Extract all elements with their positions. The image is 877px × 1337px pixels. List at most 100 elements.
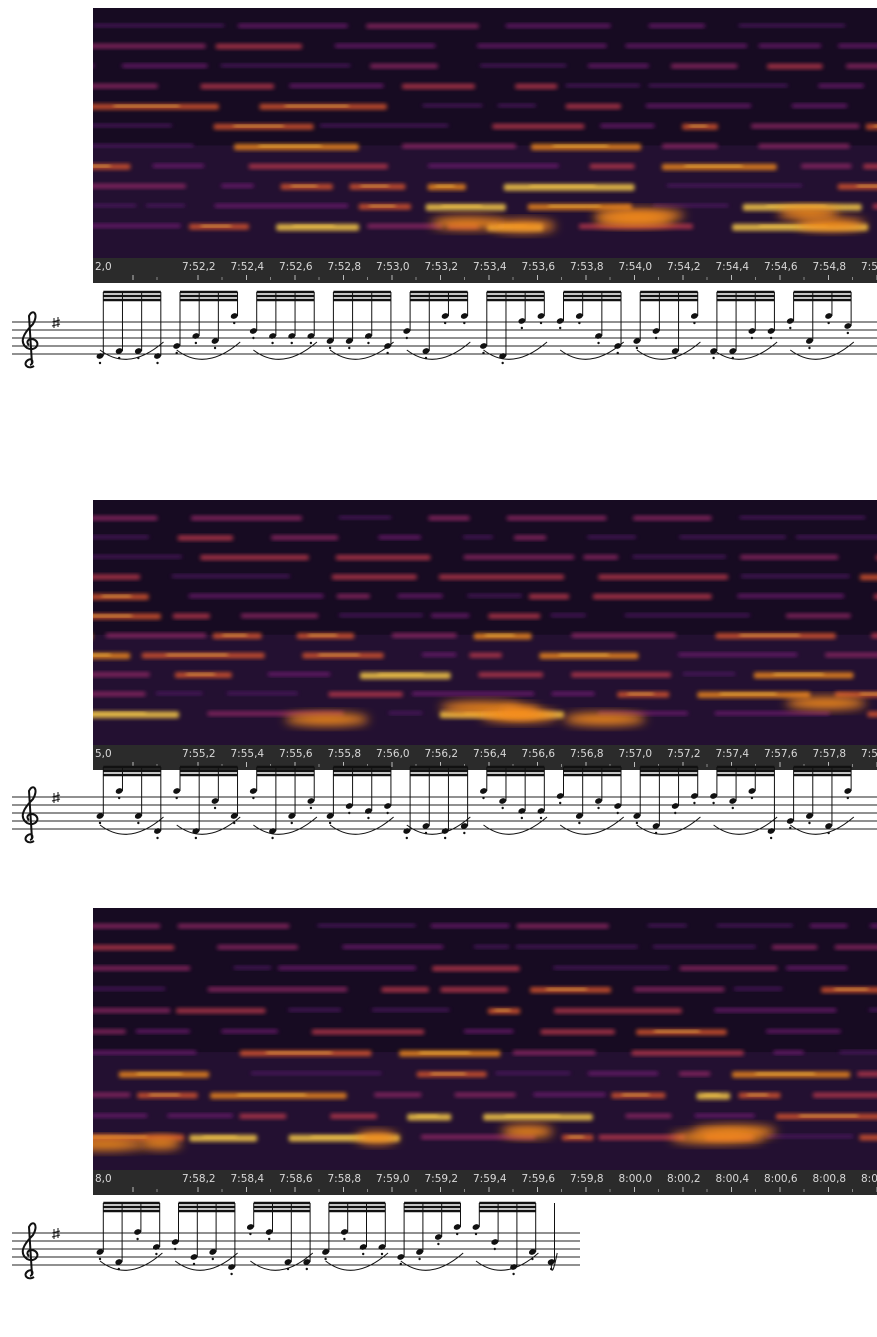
note-head (230, 313, 238, 319)
time-label: 7:58,2 (182, 1173, 216, 1185)
time-label: 2,0 (95, 261, 112, 273)
staccato (443, 836, 447, 840)
staccato (155, 1252, 158, 1256)
harmonic (812, 1092, 877, 1098)
staccato (578, 821, 581, 825)
note-head (173, 788, 181, 794)
low-note (355, 1131, 398, 1144)
harmonic (648, 84, 788, 87)
harmonic (679, 535, 787, 539)
staccato (559, 326, 562, 330)
note-head (152, 1244, 160, 1250)
note-head (134, 348, 142, 354)
harmonic (598, 574, 729, 580)
note-head (171, 1239, 179, 1245)
time-label: 7:57,6 (764, 748, 798, 760)
note-head (652, 328, 660, 334)
staccato (712, 356, 715, 360)
staccato (386, 811, 389, 815)
harmonic (440, 987, 509, 993)
harmonic (239, 1113, 287, 1119)
harmonic-core (485, 634, 515, 637)
harmonic (873, 594, 877, 599)
harmonic (589, 164, 635, 169)
note-head (345, 338, 353, 344)
note-head (359, 1244, 367, 1250)
harmonic (495, 1071, 571, 1075)
note-head (364, 333, 372, 339)
note-head (825, 823, 833, 829)
staccato (474, 1232, 478, 1236)
low-note (501, 1125, 554, 1138)
harmonic (463, 1029, 514, 1034)
harmonic (250, 1071, 382, 1075)
slur (250, 1252, 314, 1271)
note-head (326, 338, 334, 344)
harmonic (528, 594, 570, 599)
harmonic-core (93, 614, 132, 617)
time-label: 7:57,8 (813, 748, 847, 760)
harmonic (93, 574, 141, 580)
harmonic (515, 84, 558, 89)
harmonic-core (719, 692, 777, 695)
harmonic (93, 555, 182, 559)
time-label: 8:00,6 (764, 1173, 798, 1185)
harmonic (367, 224, 443, 229)
note-head (228, 1264, 236, 1270)
staccato (252, 796, 255, 800)
note-head (265, 1229, 273, 1235)
harmonic (328, 691, 403, 697)
staccato (520, 326, 524, 330)
note-head (729, 348, 737, 354)
time-label: 7:52,8 (328, 261, 362, 273)
staccato (501, 806, 504, 810)
time-label: 8:00,2 (667, 1173, 701, 1185)
time-label: 7:56,8 (570, 748, 604, 760)
time-label: 7:53,4 (473, 261, 507, 273)
staccato (539, 321, 543, 325)
harmonic-core (874, 125, 877, 127)
harmonic (93, 516, 158, 521)
note-head (805, 813, 813, 819)
harmonic (767, 64, 823, 69)
harmonic-core (755, 1072, 815, 1075)
harmonic (738, 24, 846, 27)
time-label: 8:00,4 (716, 1173, 750, 1185)
harmonic (425, 204, 506, 211)
staccato (324, 1257, 327, 1261)
harmonic (371, 1008, 450, 1012)
harmonic (214, 204, 349, 208)
harmonic (758, 144, 850, 149)
time-label: 7:53,2 (425, 261, 459, 273)
note-head (671, 803, 679, 809)
harmonic (93, 224, 181, 228)
harmonic-core (291, 185, 318, 187)
harmonic (587, 1071, 659, 1076)
treble-clef (21, 786, 39, 844)
harmonic (378, 535, 422, 540)
low-note (563, 713, 646, 726)
note-head (403, 828, 411, 834)
harmonic (93, 1008, 171, 1013)
time-label: 7:56,4 (473, 748, 507, 760)
slur (713, 816, 778, 835)
harmonic (407, 1113, 452, 1121)
harmonic-core (856, 185, 877, 187)
staccato (808, 821, 811, 825)
note-head (303, 1259, 311, 1265)
harmonic (438, 574, 565, 580)
note-head (134, 813, 142, 819)
note-head (230, 813, 238, 819)
note-head (115, 1259, 123, 1265)
harmonic (93, 1050, 197, 1055)
harmonic (648, 24, 706, 28)
time-label: 7:57,4 (716, 748, 750, 760)
time-label: 7:59,6 (522, 1173, 556, 1185)
staccato (437, 1242, 440, 1246)
harmonic (469, 652, 502, 658)
time-label: 7:54,0 (619, 261, 653, 273)
note-head (499, 798, 507, 804)
note-head (595, 798, 603, 804)
low-note (796, 218, 866, 231)
harmonic (93, 144, 194, 147)
